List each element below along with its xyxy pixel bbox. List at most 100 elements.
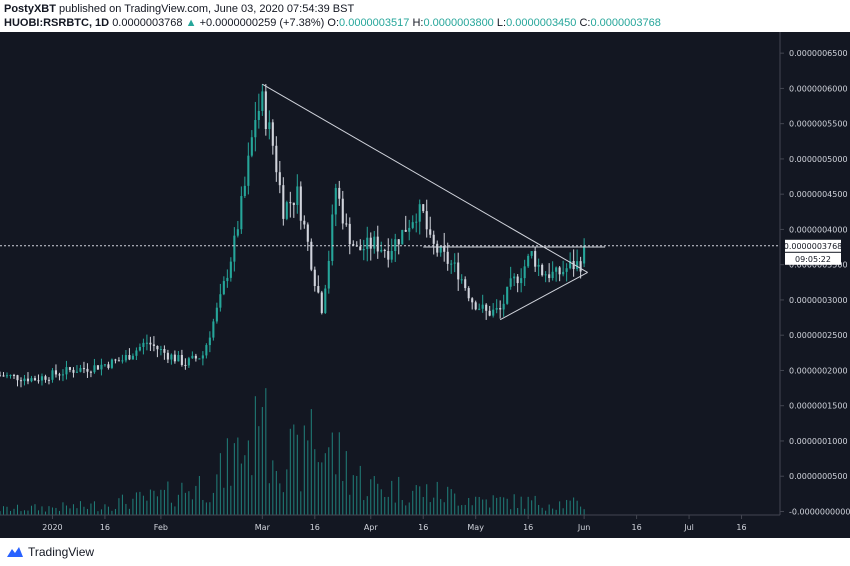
y-tick-label: 0.0000003000 <box>789 296 848 305</box>
footer: TradingView <box>0 538 850 566</box>
candle-body <box>334 187 337 215</box>
candle-body <box>152 344 155 346</box>
candle-body <box>219 294 222 308</box>
volume-bar <box>219 453 221 515</box>
candle-body <box>124 355 127 361</box>
candle-body <box>422 204 425 212</box>
x-tick-label: 16 <box>418 523 428 532</box>
volume-bar <box>524 508 526 515</box>
volume-bar <box>331 432 333 515</box>
candle-body <box>131 355 134 360</box>
volume-bar <box>513 494 515 515</box>
high-value: 0.0000003800 <box>423 17 494 29</box>
y-tick-label: 0.0000005000 <box>789 155 848 164</box>
y-tick-label: -0.0000000000 <box>789 507 850 516</box>
volume-bar <box>23 510 25 515</box>
volume-bar <box>583 509 585 515</box>
trendlines[interactable] <box>262 83 606 321</box>
volume-bar <box>90 503 92 515</box>
candle-body <box>509 278 512 287</box>
trendline[interactable] <box>499 272 588 321</box>
volume-bar <box>496 497 498 515</box>
volume-bar <box>181 482 183 515</box>
volume-bar <box>517 507 519 515</box>
candle-body <box>310 241 313 270</box>
candle-body <box>128 355 131 360</box>
volume-bar <box>20 511 22 515</box>
volume-bar <box>555 509 557 515</box>
candle-body <box>548 274 551 279</box>
y-tick-label: 0.0000002500 <box>789 331 848 340</box>
volume-bar <box>580 506 582 515</box>
candle-body <box>47 379 51 381</box>
candle-body <box>464 279 467 289</box>
countdown-box <box>785 252 841 265</box>
price-chart[interactable]: 0.0000006500 0.0000006000 0.0000005500 0.00… <box>0 32 850 538</box>
candle-body <box>110 359 113 368</box>
candle-body <box>61 374 65 376</box>
candle-body <box>26 378 30 382</box>
candle-body <box>289 202 292 204</box>
price-axis[interactable]: 0.0000006500 0.0000006000 0.0000005500 0.00… <box>780 49 850 516</box>
volume-bar <box>391 480 393 515</box>
candle-body <box>75 371 78 373</box>
volume-bar <box>142 495 144 515</box>
volume-bar <box>258 426 260 515</box>
candle-body <box>271 122 274 146</box>
volume-bar <box>482 499 484 515</box>
volume-bar <box>244 455 246 515</box>
candle-body <box>121 360 124 362</box>
y-tick-label: 0.0000002000 <box>789 366 848 375</box>
volume-bar <box>405 505 407 515</box>
candle-body <box>478 308 481 310</box>
candle-body <box>366 237 369 250</box>
volume-bar <box>156 496 158 515</box>
last-price: 0.0000003768 <box>112 17 183 29</box>
x-tick-label: Jun <box>577 523 591 532</box>
author-name[interactable]: PostyXBT <box>4 3 56 15</box>
volume-bar <box>489 507 491 515</box>
volume-bar <box>2 506 4 515</box>
volume-bar <box>370 479 372 515</box>
volume-bar <box>499 496 501 515</box>
volume-bar <box>293 424 295 515</box>
volume-bar <box>41 506 43 515</box>
up-arrow-icon: ▲ <box>185 17 197 29</box>
candle-body <box>166 352 169 360</box>
candle-body <box>520 278 523 284</box>
candle-body <box>457 262 460 280</box>
time-axis[interactable]: 2020 16 Feb Mar 16 Apr 16 May 16 Jun 16 Jul 16 <box>42 515 747 532</box>
volume-bar <box>520 496 522 515</box>
volume-bar <box>531 500 533 515</box>
volume-bar <box>373 476 375 515</box>
volume-bar <box>363 500 365 515</box>
candle-body <box>338 187 341 199</box>
candle-body <box>296 186 299 206</box>
candle-body <box>443 246 446 252</box>
x-tick-label: Apr <box>364 523 379 532</box>
candle-body <box>401 229 404 245</box>
volume-bar <box>132 498 134 515</box>
y-tick-label: 0.0000001500 <box>789 402 848 411</box>
candle-body <box>5 375 9 377</box>
volume-bar <box>349 494 351 515</box>
volume-bar <box>559 501 561 515</box>
volume-bar <box>394 502 396 515</box>
y-tick-label: 0.0000005500 <box>789 120 848 129</box>
tradingview-logo[interactable]: TradingView <box>6 545 94 559</box>
candle-body <box>390 250 393 260</box>
candle-body <box>341 198 344 224</box>
candle-body <box>380 249 383 252</box>
candle-body <box>453 262 456 264</box>
volume-bar <box>261 407 263 515</box>
volume-bar <box>114 508 116 515</box>
trendline[interactable] <box>262 83 588 273</box>
volume-bar <box>335 474 337 515</box>
candle-body <box>23 378 26 382</box>
candle-body <box>429 229 432 235</box>
candle-body <box>348 223 351 245</box>
candle-body <box>415 221 418 223</box>
close-value: 0.0000003768 <box>590 17 661 29</box>
candle-body <box>30 378 33 382</box>
candle-body <box>320 292 323 313</box>
